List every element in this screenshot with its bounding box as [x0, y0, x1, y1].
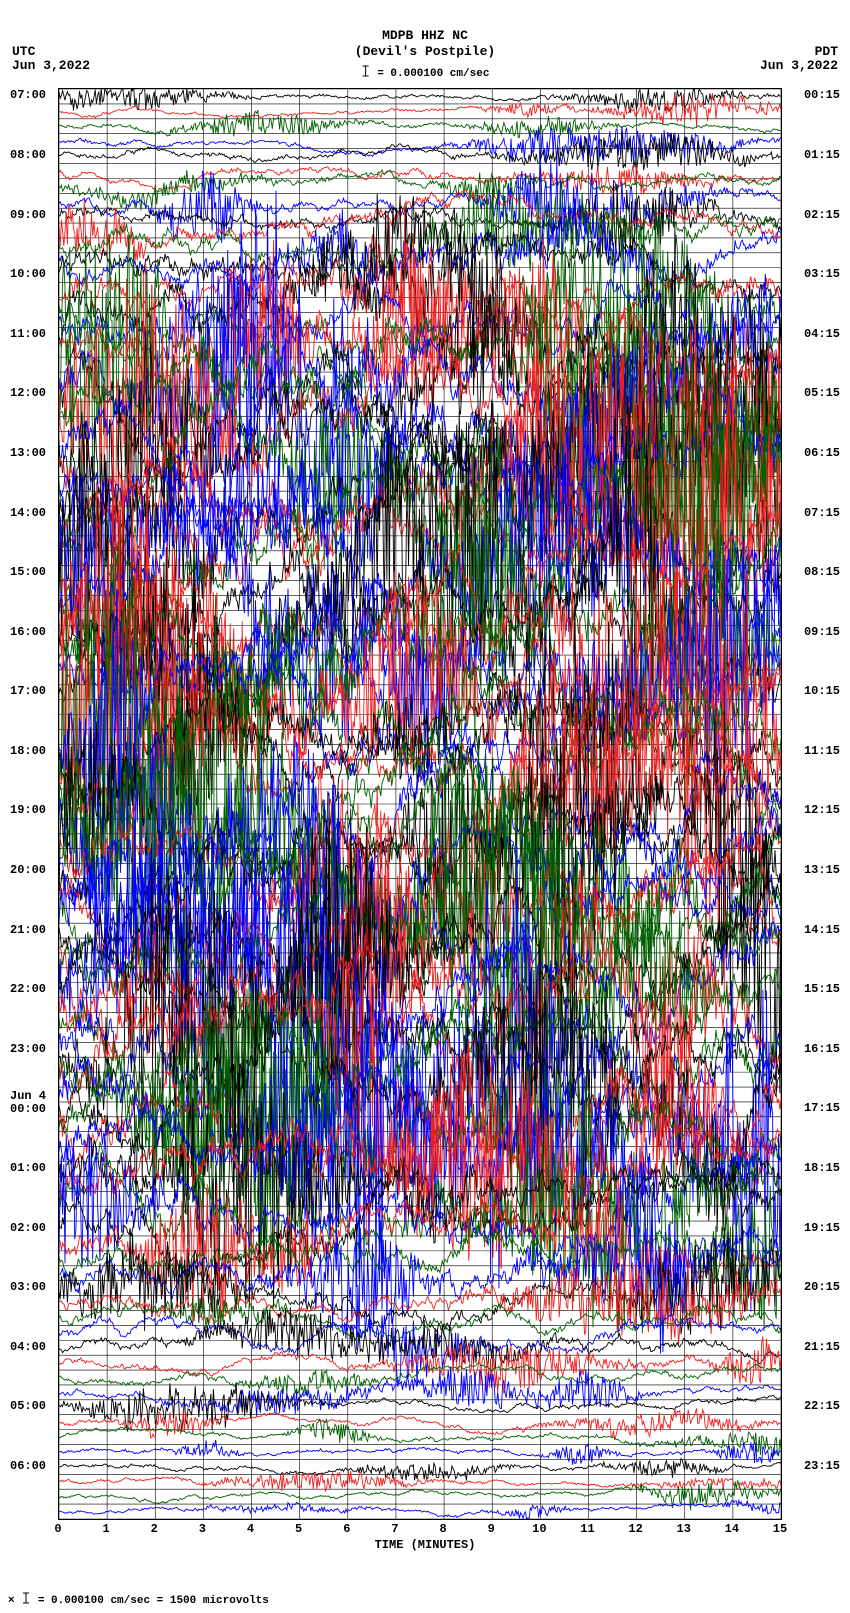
pdt-tick: 22:15: [804, 1399, 840, 1413]
pdt-tick: 16:15: [804, 1042, 840, 1056]
pdt-tick: 21:15: [804, 1340, 840, 1354]
utc-tick: 08:00: [10, 148, 46, 162]
minute-tick: 11: [580, 1522, 594, 1536]
utc-tick: 21:00: [10, 923, 46, 937]
minute-tick: 10: [532, 1522, 546, 1536]
utc-tick: 19:00: [10, 803, 46, 817]
utc-tick: 22:00: [10, 982, 46, 996]
pdt-tick: 04:15: [804, 327, 840, 341]
pdt-tick: 02:15: [804, 208, 840, 222]
utc-tick: 09:00: [10, 208, 46, 222]
pdt-tick: 14:15: [804, 923, 840, 937]
minute-tick: 12: [628, 1522, 642, 1536]
x-axis-label: TIME (MINUTES): [375, 1538, 476, 1552]
pdt-tick: 08:15: [804, 565, 840, 579]
pdt-tick: 11:15: [804, 744, 840, 758]
utc-tick: 23:00: [10, 1042, 46, 1056]
utc-tick: 07:00: [10, 88, 46, 102]
utc-tick: 15:00: [10, 565, 46, 579]
minute-tick: 9: [488, 1522, 495, 1536]
station-code: MDPB HHZ NC: [382, 28, 468, 43]
helicorder-plot: [58, 88, 782, 1520]
utc-tick: 05:00: [10, 1399, 46, 1413]
footer-text: = 0.000100 cm/sec = 1500 microvolts: [38, 1595, 269, 1607]
minute-tick: 2: [151, 1522, 158, 1536]
minute-tick: 13: [677, 1522, 691, 1536]
minute-tick: 6: [343, 1522, 350, 1536]
pdt-tick: 01:15: [804, 148, 840, 162]
utc-tick: 14:00: [10, 506, 46, 520]
station-name: (Devil's Postpile): [355, 44, 495, 59]
pdt-tick: 10:15: [804, 684, 840, 698]
utc-tick: 18:00: [10, 744, 46, 758]
utc-tick: 02:00: [10, 1221, 46, 1235]
scale-bar-icon: [361, 64, 371, 78]
pdt-tick: 18:15: [804, 1161, 840, 1175]
minute-tick: 5: [295, 1522, 302, 1536]
scale-note: = 0.000100 cm/sec: [361, 64, 490, 80]
minute-tick: 14: [725, 1522, 739, 1536]
right-date: Jun 3,2022: [760, 58, 838, 73]
pdt-tick: 13:15: [804, 863, 840, 877]
pdt-tick: 03:15: [804, 267, 840, 281]
minute-tick: 8: [439, 1522, 446, 1536]
minute-tick: 4: [247, 1522, 254, 1536]
utc-tick: 16:00: [10, 625, 46, 639]
pdt-tick: 05:15: [804, 386, 840, 400]
pdt-tick: 12:15: [804, 803, 840, 817]
utc-tick: 20:00: [10, 863, 46, 877]
minute-tick: 3: [199, 1522, 206, 1536]
minute-tick: 1: [103, 1522, 110, 1536]
pdt-tick: 06:15: [804, 446, 840, 460]
pdt-tick: 23:15: [804, 1459, 840, 1473]
utc-tick: 01:00: [10, 1161, 46, 1175]
utc-tick: 17:00: [10, 684, 46, 698]
utc-tick: 04:00: [10, 1340, 46, 1354]
pdt-tick: 20:15: [804, 1280, 840, 1294]
minute-tick: 15: [773, 1522, 787, 1536]
scale-note-text: = 0.000100 cm/sec: [377, 68, 489, 80]
footer-scale: × = 0.000100 cm/sec = 1500 microvolts: [8, 1591, 269, 1607]
footer-prefix: ×: [8, 1595, 15, 1607]
minute-tick: 0: [54, 1522, 61, 1536]
minute-tick: 7: [391, 1522, 398, 1536]
left-date: Jun 3,2022: [12, 58, 90, 73]
right-timezone: PDT: [815, 44, 838, 59]
utc-tick: 12:00: [10, 386, 46, 400]
utc-tick: 13:00: [10, 446, 46, 460]
helicorder-svg: [59, 89, 781, 1519]
utc-tick: 03:00: [10, 1280, 46, 1294]
pdt-tick: 19:15: [804, 1221, 840, 1235]
utc-tick: 06:00: [10, 1459, 46, 1473]
utc-tick: 10:00: [10, 267, 46, 281]
utc-tick: Jun 400:00: [10, 1090, 46, 1116]
pdt-tick: 15:15: [804, 982, 840, 996]
scale-bar-icon: [21, 1591, 31, 1605]
pdt-tick: 00:15: [804, 88, 840, 102]
utc-tick: 11:00: [10, 327, 46, 341]
left-timezone: UTC: [12, 44, 35, 59]
pdt-tick: 07:15: [804, 506, 840, 520]
pdt-tick: 09:15: [804, 625, 840, 639]
pdt-tick: 17:15: [804, 1101, 840, 1115]
